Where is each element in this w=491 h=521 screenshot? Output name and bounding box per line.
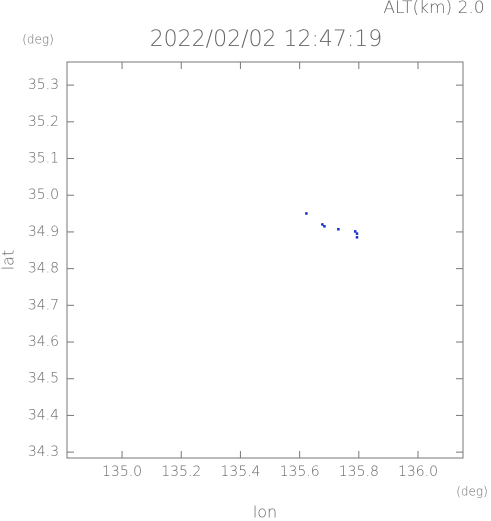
- x-tick-label: 135.2: [161, 464, 201, 480]
- chart-title: 2022/02/02 12:47:19: [150, 27, 383, 52]
- y-tick-label: 34.9: [28, 224, 59, 240]
- x-tick-label: 136.0: [398, 464, 438, 480]
- plot-frame: [66, 61, 464, 459]
- x-tick-label: 135.6: [280, 464, 320, 480]
- data-point: [355, 232, 359, 235]
- data-point: [337, 227, 340, 231]
- y-tick-label: 34.5: [28, 371, 59, 387]
- y-tick-label: 34.8: [28, 261, 59, 277]
- y-axis-label: lat: [0, 250, 18, 271]
- y-tick-label: 35.3: [28, 77, 59, 93]
- data-point: [321, 223, 324, 226]
- data-point: [353, 230, 357, 233]
- x-unit: (deg): [456, 485, 488, 499]
- data-point: [305, 212, 308, 215]
- x-tick-label: 135.0: [102, 464, 142, 480]
- y-tick-label: 35.0: [28, 187, 59, 203]
- y-tick-label: 34.3: [28, 444, 59, 460]
- data-point: [323, 225, 326, 228]
- y-tick-label: 34.4: [28, 407, 59, 423]
- x-tick-label: 135.4: [220, 464, 260, 480]
- y-tick-label: 35.1: [28, 151, 59, 167]
- x-axis-label: lon: [253, 503, 277, 521]
- y-tick-label: 34.6: [28, 334, 59, 350]
- y-unit: (deg): [22, 33, 54, 47]
- x-tick-label: 135.8: [339, 464, 379, 480]
- chart-subtitle: ALT(km) 2.0: [383, 0, 484, 18]
- y-tick-label: 34.7: [28, 297, 59, 313]
- data-point: [355, 236, 359, 239]
- y-tick-label: 35.2: [28, 114, 59, 130]
